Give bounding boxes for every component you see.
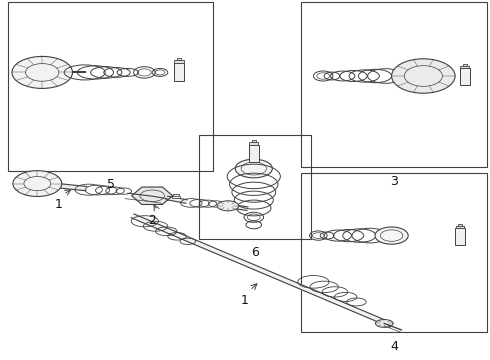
Bar (460, 68, 470, 85)
Text: 6: 6 (251, 246, 259, 259)
Bar (249, 142, 258, 145)
Bar (174, 60, 184, 63)
Bar (198, 135, 311, 239)
Text: 1: 1 (54, 198, 62, 211)
Bar (173, 63, 184, 81)
Polygon shape (227, 204, 248, 211)
Polygon shape (58, 184, 87, 191)
Text: 1: 1 (241, 294, 249, 307)
Ellipse shape (12, 57, 73, 89)
Text: 4: 4 (390, 339, 398, 352)
Text: 3: 3 (390, 175, 398, 188)
Bar (301, 173, 487, 332)
Ellipse shape (235, 159, 272, 178)
Bar (172, 196, 179, 198)
Text: 2: 2 (148, 214, 156, 227)
Polygon shape (132, 187, 172, 204)
Bar (8, 3, 213, 171)
Bar (458, 224, 462, 226)
Bar (252, 140, 256, 142)
Bar (177, 58, 181, 60)
Ellipse shape (375, 319, 393, 327)
Bar (461, 66, 469, 68)
Polygon shape (131, 214, 393, 327)
Bar (456, 226, 465, 228)
Polygon shape (166, 196, 187, 203)
Bar (455, 228, 465, 244)
Ellipse shape (13, 171, 62, 197)
Ellipse shape (217, 201, 239, 211)
Bar (172, 194, 178, 197)
Bar (463, 64, 467, 66)
Ellipse shape (392, 59, 455, 93)
Bar (249, 145, 259, 162)
Ellipse shape (375, 227, 408, 244)
Bar (301, 3, 487, 167)
Text: 5: 5 (107, 178, 115, 191)
